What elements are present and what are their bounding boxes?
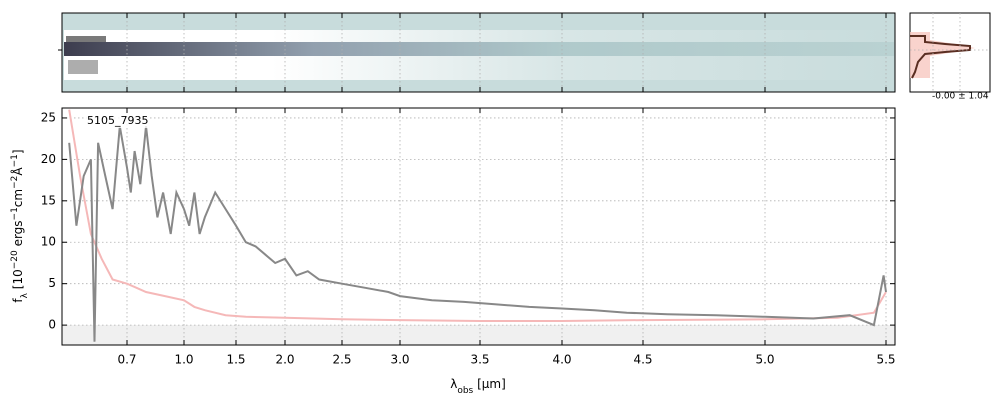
label-part: cm (11, 189, 25, 207)
label-part: obs (457, 386, 473, 396)
x-tick-label: 3.0 (390, 353, 409, 367)
side-histogram: -0.00 ± 1.04 (909, 12, 991, 102)
x-tick-label: 3.5 (470, 353, 489, 367)
x-tick-label: 4.0 (552, 353, 571, 367)
x-tick-label: 5.0 (755, 353, 774, 367)
x-tick-label: 1.0 (174, 353, 193, 367)
y-tick-label: 25 (41, 110, 56, 124)
image-noise (68, 60, 98, 74)
label-part: [10 (11, 269, 25, 293)
y-axis-label: fλ [10−20 ergs−1cm−2Å−1] (10, 149, 30, 302)
x-tick-label: 5.5 (876, 353, 895, 367)
x-tick-label: 2.0 (275, 353, 294, 367)
label-part: −20 (10, 250, 20, 269)
label-part: λ (20, 292, 30, 298)
x-axis-label: λobs [μm] (450, 377, 506, 396)
plot: 0 5 10 15 20 25 0.7 1.0 1.5 2.0 2.5 3.0 3.5 4.0 4.5 5.0… (41, 108, 896, 367)
y-tick-label: 5 (48, 276, 56, 290)
image-frame (61, 12, 896, 93)
x-tick-label: 0.7 (117, 353, 136, 367)
series-line (68, 126, 887, 342)
y-tick-label: 0 (48, 318, 56, 332)
annotation-box: 5105_7935 (84, 113, 150, 128)
image-noise (66, 36, 106, 42)
zero-band (62, 325, 895, 345)
series-line (68, 109, 887, 322)
label-part: f (11, 298, 25, 303)
side-fill (910, 32, 975, 78)
spectrum-2d (58, 12, 896, 93)
label-part: λ (450, 377, 457, 391)
x-tick-label: 2.5 (332, 353, 351, 367)
x-tick-label: 1.5 (226, 353, 245, 367)
image-trace (64, 42, 894, 56)
annotation: 5105_7935 (87, 114, 149, 127)
label-part: [μm] (473, 377, 506, 391)
y-tick-label: 20 (41, 152, 56, 166)
label-part: ergs (11, 220, 25, 250)
label-part: −1 (10, 154, 20, 167)
label-part: ] (11, 149, 25, 154)
label-part: −2 (10, 176, 20, 189)
plot-frame (61, 107, 896, 346)
annotation-bg (84, 113, 150, 128)
label-part: −1 (10, 207, 20, 220)
label-part: Å (10, 167, 25, 176)
side-label: -0.00 ± 1.04 (932, 92, 989, 102)
y-tick-label: 15 (41, 193, 56, 207)
y-tick-label: 10 (41, 235, 56, 249)
x-tick-label: 4.5 (633, 353, 652, 367)
